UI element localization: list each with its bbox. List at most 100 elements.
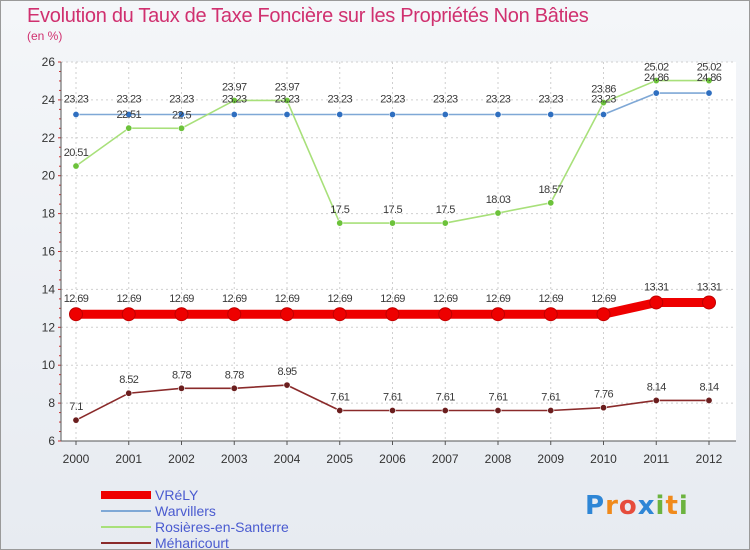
data-point-rosieres-en-santerre: [494, 209, 502, 217]
proxiti-logo: Proxiti: [585, 491, 689, 521]
legend-label-vrely: VRéLY: [155, 487, 199, 503]
data-label-meharicourt: 7.61: [436, 391, 455, 403]
data-label-warvillers: 23.23: [538, 93, 563, 105]
legend-label-warvillers: Warvillers: [155, 503, 216, 519]
data-label-rosieres-en-santerre: 23.97: [222, 81, 247, 93]
data-label-warvillers: 23.23: [222, 93, 247, 105]
data-point-rosieres-en-santerre: [125, 124, 133, 132]
data-point-meharicourt: [125, 389, 133, 397]
data-label-rosieres-en-santerre: 22.5: [172, 109, 191, 121]
data-point-vrely: [649, 295, 664, 310]
data-label-vrely: 12.69: [169, 293, 194, 305]
data-point-meharicourt: [336, 406, 344, 414]
label-layer: 12.69 12.69 12.69 12.69 12.69 12.69 12.69 12.69…: [64, 62, 723, 414]
data-label-warvillers: 24.86: [644, 72, 669, 84]
data-point-warvillers: [125, 110, 133, 118]
data-point-meharicourt: [283, 381, 291, 389]
y-tick-label: 24: [42, 93, 56, 107]
legend-label-meharicourt: Méharicourt: [155, 535, 229, 550]
data-point-meharicourt: [652, 396, 660, 404]
data-label-vrely: 12.69: [275, 293, 300, 305]
data-point-rosieres-en-santerre: [72, 162, 80, 170]
data-label-rosieres-en-santerre: 18.03: [486, 194, 511, 206]
logo-letter: i: [678, 491, 689, 521]
data-point-vrely: [121, 307, 136, 322]
data-point-rosieres-en-santerre: [599, 99, 607, 107]
data-point-warvillers: [72, 110, 80, 118]
data-label-rosieres-en-santerre: 25.02: [697, 62, 722, 74]
data-label-vrely: 12.69: [222, 293, 247, 305]
data-label-vrely: 12.69: [538, 293, 563, 305]
data-point-warvillers: [599, 110, 607, 118]
data-label-warvillers: 23.23: [486, 93, 511, 105]
data-point-rosieres-en-santerre: [336, 219, 344, 227]
data-point-warvillers: [336, 110, 344, 118]
data-point-rosieres-en-santerre: [283, 96, 291, 104]
data-label-meharicourt: 7.61: [330, 391, 349, 403]
x-tick-label: 2010: [590, 452, 617, 466]
x-tick-label: 2009: [537, 452, 564, 466]
y-tick-label: 6: [48, 434, 55, 448]
y-tick-label: 10: [42, 358, 56, 372]
data-point-warvillers: [494, 110, 502, 118]
data-point-rosieres-en-santerre: [441, 219, 449, 227]
data-label-vrely: 12.69: [433, 293, 458, 305]
data-point-warvillers: [547, 110, 555, 118]
x-tick-label: 2007: [432, 452, 459, 466]
x-tick-label: 2001: [115, 452, 142, 466]
x-tick-label: 2004: [274, 452, 301, 466]
data-point-warvillers: [652, 89, 660, 97]
data-label-vrely: 12.69: [327, 293, 352, 305]
data-point-meharicourt: [72, 416, 80, 424]
x-tick-label: 2005: [326, 452, 353, 466]
data-point-meharicourt: [230, 384, 238, 392]
logo-letter: P: [585, 491, 606, 521]
data-label-vrely: 13.31: [644, 281, 669, 293]
data-label-meharicourt: 7.1: [69, 401, 83, 413]
data-point-vrely: [438, 307, 453, 322]
legend-swatch-vrely: [101, 491, 151, 499]
data-point-vrely: [385, 307, 400, 322]
data-label-warvillers: 23.23: [275, 93, 300, 105]
data-point-warvillers: [441, 110, 449, 118]
data-label-meharicourt: 8.14: [699, 381, 718, 393]
data-point-warvillers: [388, 110, 396, 118]
data-label-meharicourt: 8.78: [172, 369, 191, 381]
data-point-rosieres-en-santerre: [388, 219, 396, 227]
data-point-vrely: [69, 307, 83, 322]
logo-letter: t: [665, 491, 679, 521]
data-label-rosieres-en-santerre: 20.51: [64, 147, 89, 159]
data-label-meharicourt: 8.95: [277, 366, 296, 378]
data-label-meharicourt: 7.61: [488, 391, 507, 403]
data-point-meharicourt: [494, 406, 502, 414]
y-tick-label: 20: [42, 169, 56, 183]
data-point-vrely: [332, 307, 347, 322]
legend-swatch-rosieres: [101, 526, 151, 528]
x-tick-label: 2000: [63, 452, 90, 466]
data-label-warvillers: 23.23: [591, 93, 616, 105]
data-point-meharicourt: [705, 396, 713, 404]
data-label-meharicourt: 8.14: [647, 381, 666, 393]
grid-layer: [61, 61, 736, 442]
data-label-meharicourt: 7.61: [541, 391, 560, 403]
data-label-rosieres-en-santerre: 18.57: [538, 184, 563, 196]
plot-area: [61, 62, 736, 441]
data-point-vrely: [280, 307, 294, 322]
data-point-vrely: [174, 307, 189, 322]
data-label-vrely: 12.69: [591, 293, 616, 305]
data-point-vrely: [227, 307, 242, 322]
y-tick-label: 12: [42, 320, 56, 334]
data-label-vrely: 12.69: [380, 293, 405, 305]
y-tick-label: 16: [42, 245, 56, 259]
x-tick-label: 2011: [643, 452, 669, 466]
data-label-warvillers: 23.23: [116, 93, 141, 105]
data-label-vrely: 12.69: [64, 293, 89, 305]
data-label-rosieres-en-santerre: 23.86: [591, 84, 616, 96]
data-label-rosieres-en-santerre: 23.97: [275, 81, 300, 93]
data-point-rosieres-en-santerre: [547, 199, 555, 207]
data-label-rosieres-en-santerre: 17.5: [383, 204, 402, 216]
logo-letter: x: [637, 491, 656, 521]
axis-layer: 6 8 10 12 14 16 18 20 22 24 26 2000 2001 2002 2003 2004…: [42, 55, 736, 466]
data-label-warvillers: 23.23: [169, 93, 194, 105]
data-point-rosieres-en-santerre: [652, 77, 660, 85]
